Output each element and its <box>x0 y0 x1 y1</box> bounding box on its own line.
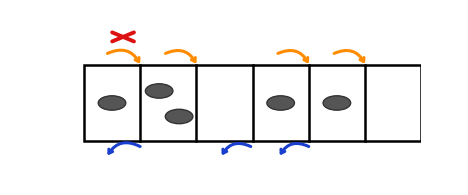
FancyArrowPatch shape <box>281 144 309 153</box>
Ellipse shape <box>146 84 173 98</box>
FancyArrowPatch shape <box>223 144 251 153</box>
Ellipse shape <box>98 96 126 110</box>
Ellipse shape <box>165 109 193 124</box>
FancyArrowPatch shape <box>334 51 364 62</box>
FancyBboxPatch shape <box>84 66 421 141</box>
Ellipse shape <box>323 96 351 110</box>
FancyArrowPatch shape <box>109 143 140 153</box>
FancyArrowPatch shape <box>108 50 139 62</box>
FancyArrowPatch shape <box>278 51 308 62</box>
FancyArrowPatch shape <box>166 51 195 62</box>
Ellipse shape <box>267 96 294 110</box>
